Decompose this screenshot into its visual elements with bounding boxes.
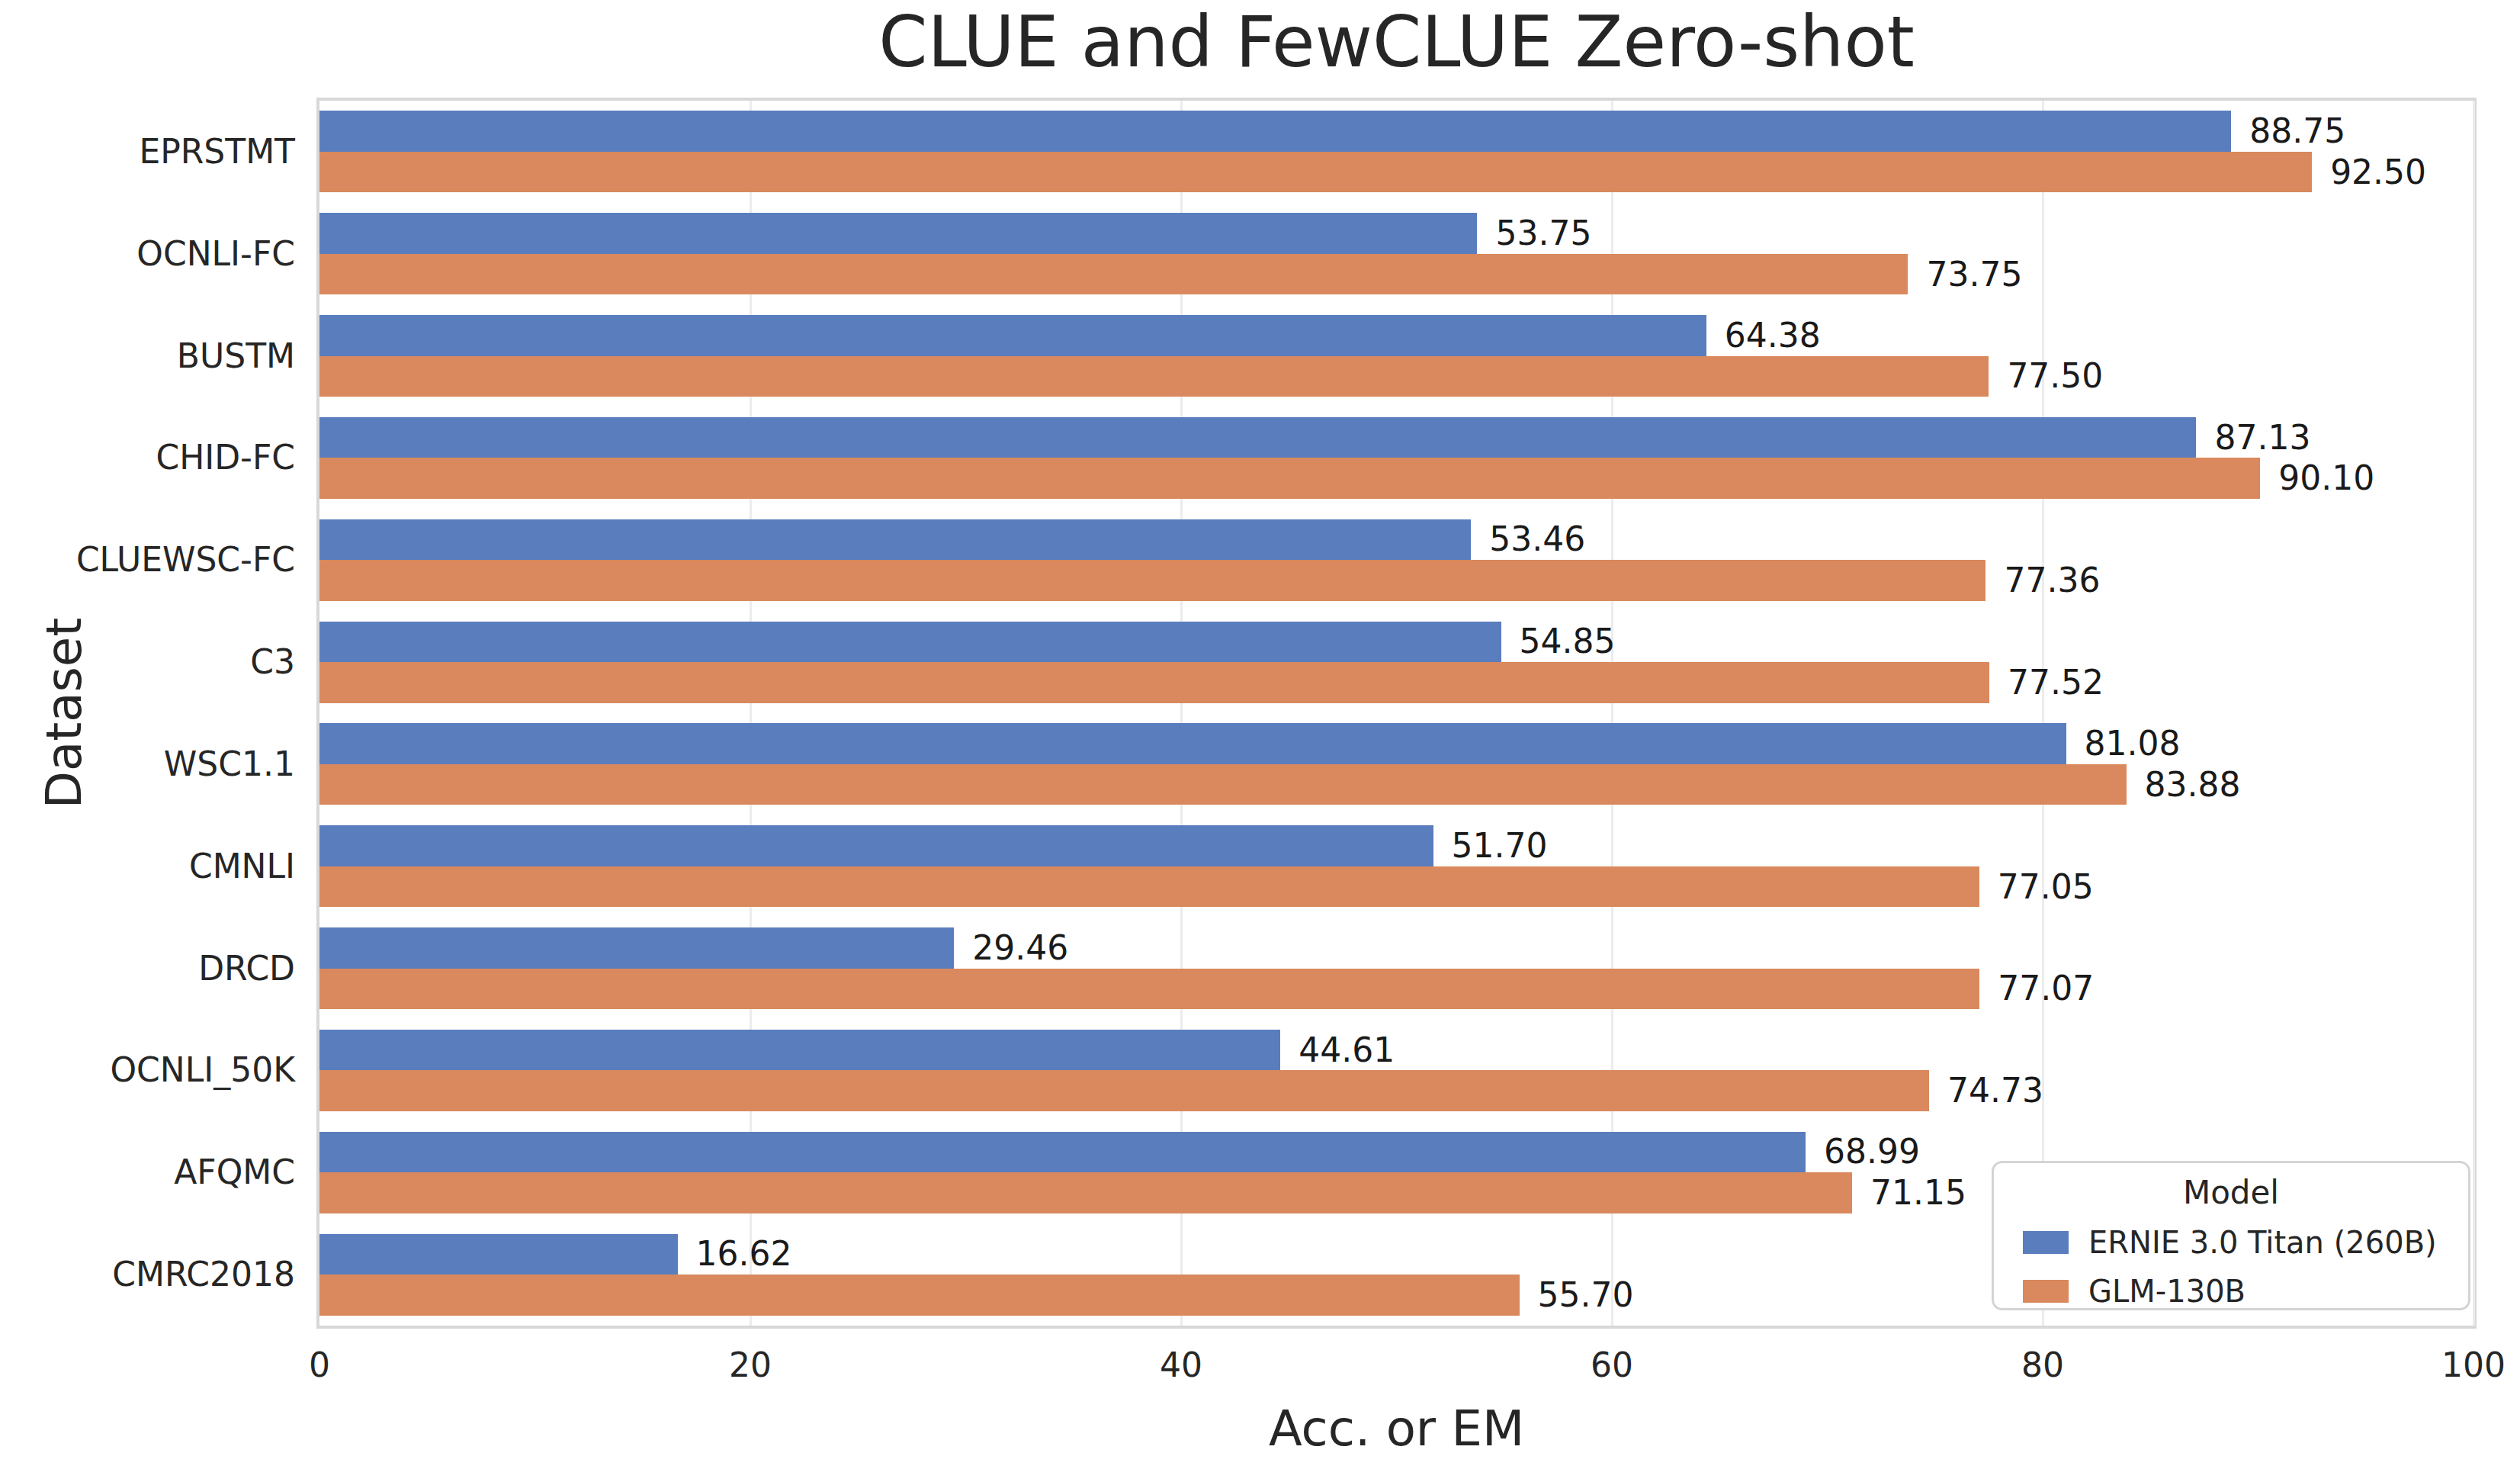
y-tick-label: EPRSTMT — [0, 128, 295, 175]
legend: Model ERNIE 3.0 Titan (260B) GLM-130B — [1992, 1161, 2470, 1310]
y-tick-label: BUSTM — [0, 333, 295, 380]
y-tick-label: WSC1.1 — [0, 741, 295, 788]
bar — [319, 1172, 1852, 1213]
bar — [319, 969, 1979, 1010]
y-tick-label: OCNLI_50K — [0, 1046, 295, 1094]
bar-value-label: 53.46 — [1489, 516, 1585, 563]
bar — [319, 1070, 1929, 1111]
bar-value-label: 77.07 — [1998, 965, 2094, 1012]
bar-value-label: 77.50 — [2007, 352, 2103, 400]
legend-item-glm: GLM-130B — [1994, 1274, 2468, 1309]
bar-value-label: 55.70 — [1538, 1271, 1634, 1319]
bar — [319, 723, 2066, 764]
bar-value-label: 44.61 — [1299, 1027, 1395, 1074]
x-axis-label: Acc. or EM — [316, 1400, 2477, 1457]
x-tick-label: 100 — [2412, 1344, 2520, 1387]
x-tick-label: 80 — [1982, 1344, 2104, 1387]
x-tick-label: 60 — [1551, 1344, 1673, 1387]
bar — [319, 356, 1989, 397]
legend-item-ernie: ERNIE 3.0 Titan (260B) — [1994, 1225, 2468, 1260]
bar-value-label: 77.52 — [2008, 659, 2104, 706]
bar — [319, 111, 2231, 152]
bar — [319, 560, 1986, 601]
bar-value-label: 77.36 — [2004, 557, 2100, 604]
y-tick-label: CMNLI — [0, 843, 295, 890]
bar-value-label: 71.15 — [1870, 1169, 1966, 1217]
bar — [319, 417, 2196, 458]
bar-value-label: 29.46 — [972, 924, 1068, 972]
bar — [319, 866, 1979, 908]
bar — [319, 1275, 1520, 1316]
bar — [319, 519, 1471, 561]
bar — [319, 927, 954, 969]
bar-value-label: 64.38 — [1725, 312, 1821, 359]
legend-label-ernie: ERNIE 3.0 Titan (260B) — [2088, 1225, 2437, 1260]
bar — [319, 764, 2127, 805]
bar-value-label: 74.73 — [1947, 1067, 2043, 1114]
y-tick-label: CMRC2018 — [0, 1251, 295, 1298]
bar-value-label: 73.75 — [1926, 251, 2022, 298]
legend-swatch-ernie — [2023, 1231, 2069, 1254]
legend-title: Model — [1994, 1174, 2468, 1211]
gridline — [2473, 101, 2475, 1326]
x-tick-label: 40 — [1120, 1344, 1242, 1387]
bar — [319, 1030, 1280, 1071]
legend-label-glm: GLM-130B — [2088, 1274, 2246, 1309]
bar-value-label: 53.75 — [1495, 210, 1591, 257]
bar — [319, 152, 2312, 193]
bar — [319, 213, 1477, 254]
legend-swatch-glm — [2023, 1280, 2069, 1303]
gridline — [2042, 101, 2044, 1326]
bar — [319, 254, 1908, 295]
y-tick-label: CLUEWSC-FC — [0, 536, 295, 583]
bar-value-label: 54.85 — [1520, 618, 1616, 665]
bar — [319, 1234, 678, 1275]
bar-value-label: 77.05 — [1998, 863, 2094, 911]
x-tick-label: 0 — [258, 1344, 380, 1387]
bar-value-label: 92.50 — [2330, 149, 2426, 196]
bar-value-label: 83.88 — [2145, 761, 2241, 808]
y-tick-label: AFQMC — [0, 1149, 295, 1196]
y-tick-label: OCNLI-FC — [0, 230, 295, 278]
bar-value-label: 90.10 — [2278, 455, 2374, 502]
bar — [319, 1132, 1806, 1173]
bar-value-label: 16.62 — [696, 1230, 792, 1278]
bar-value-label: 51.70 — [1452, 822, 1548, 870]
bar — [319, 662, 1989, 703]
plot-area: 88.7553.7564.3887.1353.4654.8581.0851.70… — [316, 98, 2477, 1329]
figure: CLUE and FewCLUE Zero-shot Dataset 88.75… — [0, 0, 2520, 1469]
bar — [319, 825, 1433, 866]
y-tick-label: CHID-FC — [0, 434, 295, 481]
bar — [319, 458, 2260, 499]
x-tick-label: 20 — [689, 1344, 811, 1387]
y-tick-label: C3 — [0, 638, 295, 686]
bar — [319, 315, 1706, 356]
y-tick-label: DRCD — [0, 945, 295, 992]
chart-title: CLUE and FewCLUE Zero-shot — [316, 2, 2477, 83]
bar — [319, 622, 1501, 663]
